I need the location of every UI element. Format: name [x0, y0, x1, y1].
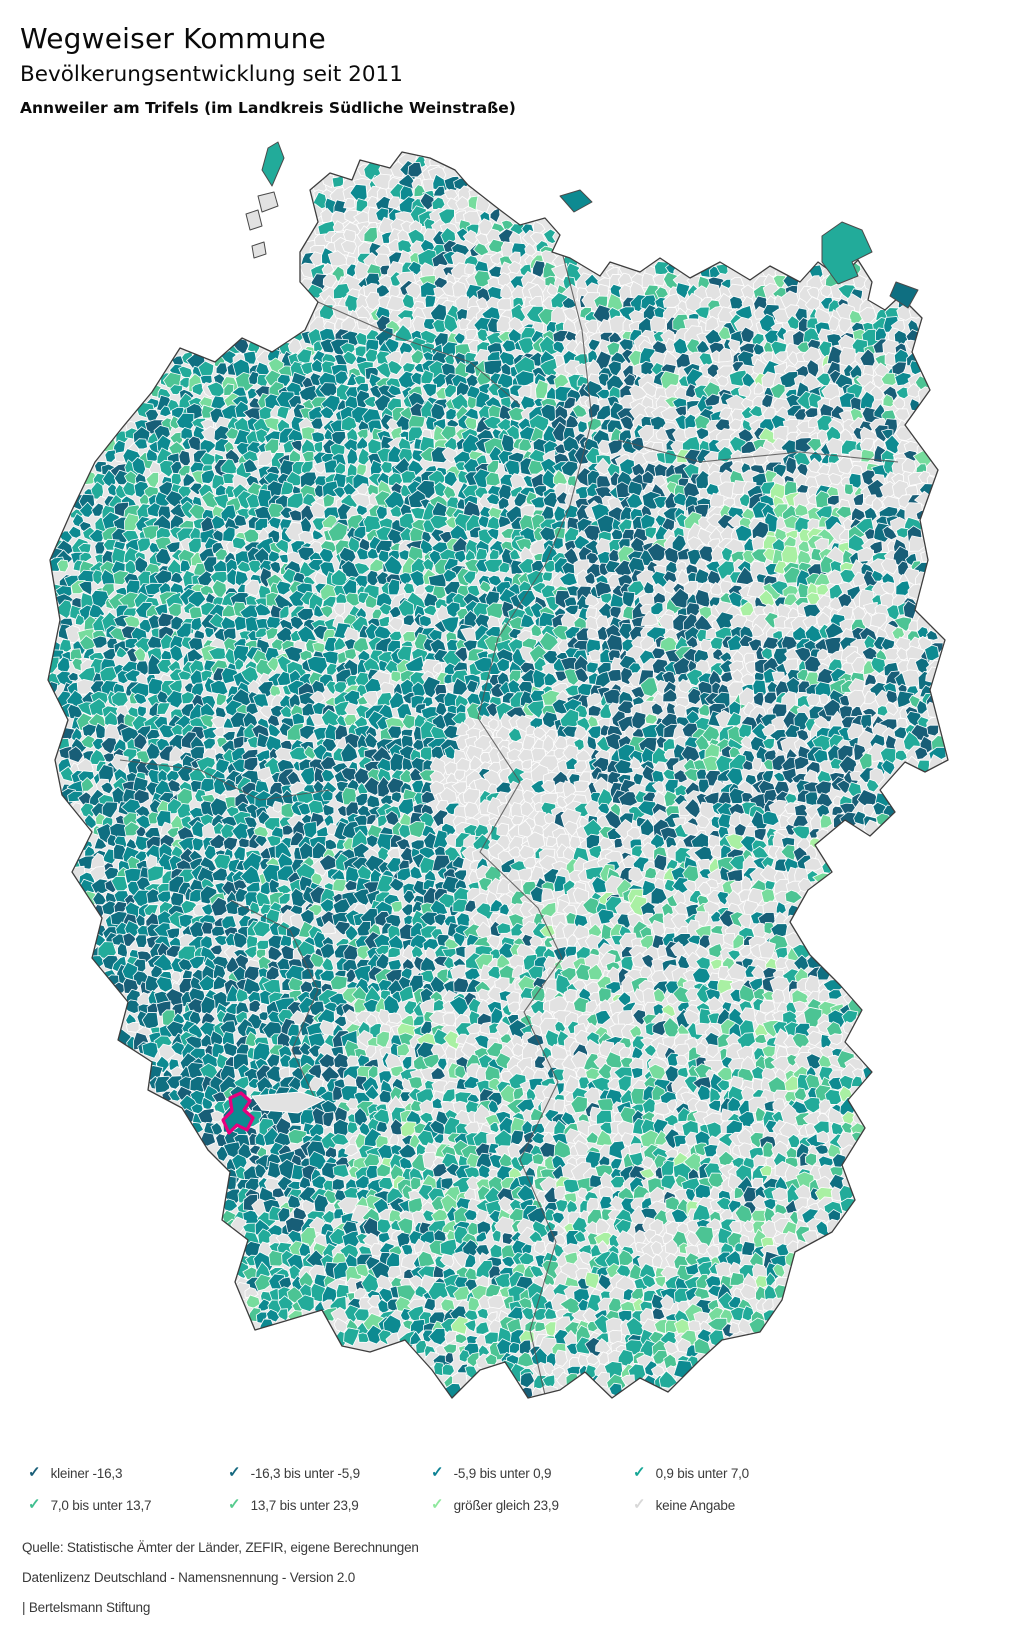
legend-label: 0,9 bis unter 7,0 — [656, 1466, 749, 1481]
legend-item: ✓ kleiner -16,3 — [28, 1464, 122, 1482]
legend-label: keine Angabe — [656, 1498, 735, 1513]
legend-label: 13,7 bis unter 23,9 — [251, 1498, 359, 1513]
check-icon: ✓ — [633, 1497, 646, 1512]
municipality-name: Annweiler am Trifels (im Landkreis Südli… — [20, 99, 516, 117]
check-icon: ✓ — [431, 1497, 444, 1512]
legend-item: ✓ 7,0 bis unter 13,7 — [28, 1496, 151, 1514]
legend-item: ✓ größer gleich 23,9 — [431, 1496, 559, 1514]
municipality-cells — [42, 153, 948, 1401]
check-icon: ✓ — [28, 1497, 41, 1512]
legend-item: ✓ 0,9 bis unter 7,0 — [633, 1464, 749, 1482]
legend-item: ✓ 13,7 bis unter 23,9 — [228, 1496, 359, 1514]
check-icon: ✓ — [633, 1465, 646, 1480]
page-title: Wegweiser Kommune — [20, 22, 326, 55]
legend-label: kleiner -16,3 — [51, 1466, 123, 1481]
check-icon: ✓ — [228, 1465, 241, 1480]
check-icon: ✓ — [28, 1465, 41, 1480]
license-note: Datenlizenz Deutschland - Namensnennung … — [22, 1570, 355, 1585]
legend-item: ✓ keine Angabe — [633, 1496, 735, 1514]
page-subtitle: Bevölkerungsentwicklung seit 2011 — [20, 62, 403, 87]
legend-item: ✓ -16,3 bis unter -5,9 — [228, 1464, 360, 1482]
legend-label: -5,9 bis unter 0,9 — [454, 1466, 552, 1481]
check-icon: ✓ — [228, 1497, 241, 1512]
check-icon: ✓ — [431, 1465, 444, 1480]
legend-label: 7,0 bis unter 13,7 — [51, 1498, 152, 1513]
legend-label: größer gleich 23,9 — [454, 1498, 559, 1513]
legend-item: ✓ -5,9 bis unter 0,9 — [431, 1464, 551, 1482]
source-note: Quelle: Statistische Ämter der Länder, Z… — [22, 1540, 419, 1555]
legend-label: -16,3 bis unter -5,9 — [251, 1466, 360, 1481]
publisher-note: | Bertelsmann Stiftung — [22, 1600, 150, 1615]
